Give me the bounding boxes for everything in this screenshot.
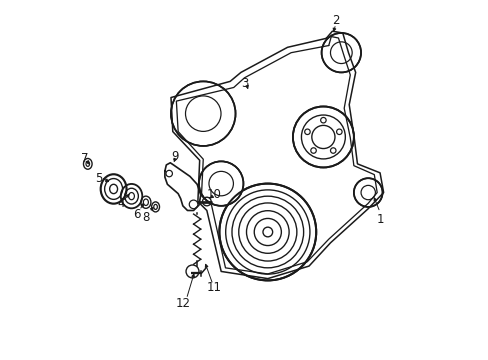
Text: 4: 4 bbox=[117, 197, 124, 210]
Text: 10: 10 bbox=[206, 188, 221, 201]
Text: 2: 2 bbox=[331, 14, 339, 27]
Circle shape bbox=[353, 178, 382, 207]
Text: 12: 12 bbox=[176, 297, 191, 310]
Circle shape bbox=[171, 81, 235, 146]
Circle shape bbox=[292, 107, 353, 167]
Circle shape bbox=[219, 184, 316, 280]
Text: 3: 3 bbox=[240, 77, 248, 90]
Circle shape bbox=[199, 161, 243, 206]
Text: 11: 11 bbox=[206, 281, 221, 294]
Text: 7: 7 bbox=[81, 152, 88, 165]
Text: 5: 5 bbox=[95, 172, 103, 185]
Circle shape bbox=[321, 33, 360, 72]
Text: 8: 8 bbox=[142, 211, 149, 224]
Text: 1: 1 bbox=[376, 213, 384, 226]
Text: 9: 9 bbox=[170, 150, 178, 163]
Text: 6: 6 bbox=[133, 208, 141, 221]
